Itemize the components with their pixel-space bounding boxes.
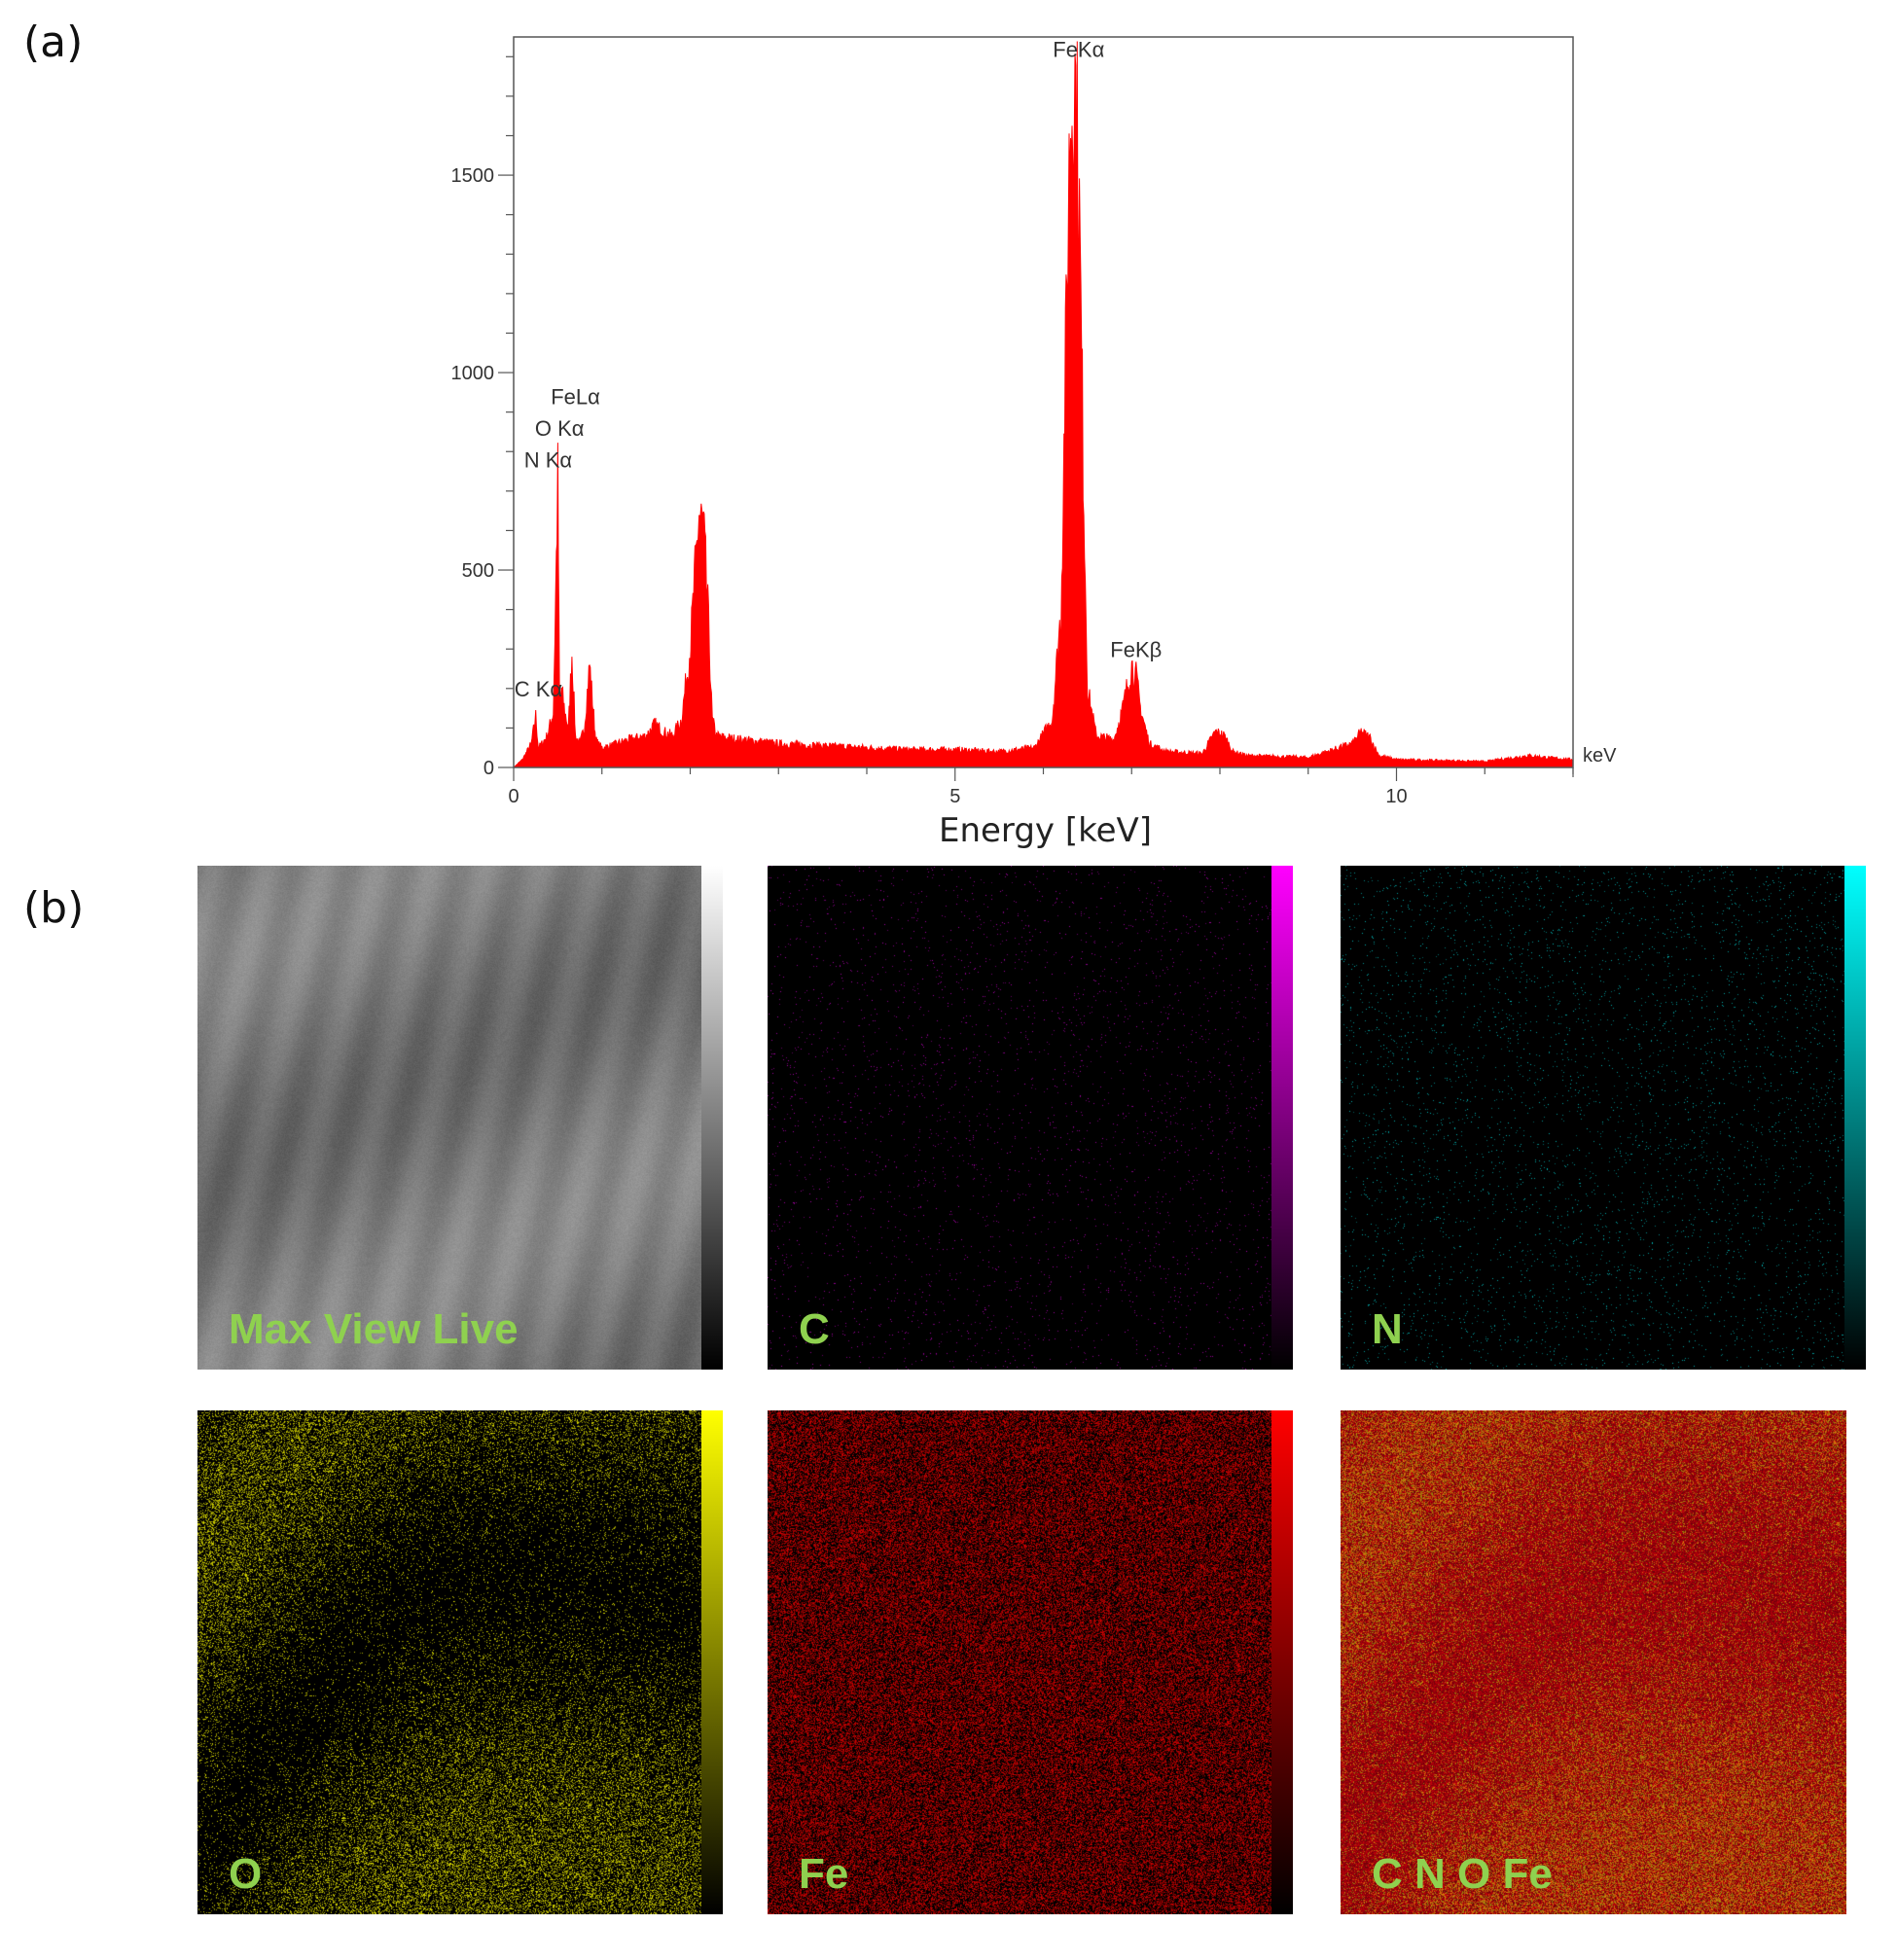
map-carbon: C [768,866,1293,1370]
panel-label-a: (a) [23,18,84,67]
peak-annotation: FeKα [1053,37,1104,61]
map-nitrogen: N [1341,866,1866,1370]
colorbar-oxygen [701,1410,723,1914]
map-overlay: C N O Fe [1341,1410,1846,1914]
x-tick-label: 5 [949,786,960,807]
x-unit-label: keV [1583,745,1617,766]
map-label-overlay: C N O Fe [1372,1850,1553,1898]
colorbar-carbon [1271,866,1293,1370]
plot-frame [513,36,1574,768]
map-label-carbon: C [799,1305,830,1353]
max-view-live-image [197,866,723,1370]
y-tick-label: 1000 [451,363,495,384]
iron-map-image [768,1410,1293,1914]
map-oxygen: O [197,1410,723,1914]
oxygen-map-image [197,1410,723,1914]
map-label-oxygen: O [229,1850,263,1898]
peak-annotation: O Kα [535,416,585,441]
eds-spectrum-chart: 0 500 1000 1500 0 5 10 keV Energy [keV] FeKα FeKβ F… [451,36,1617,850]
map-label-max-view-live: Max View Live [229,1305,519,1353]
nitrogen-map-image [1341,866,1866,1370]
plot-area: 0 500 1000 1500 0 5 10 keV Energy [keV] FeKα FeKβ F… [451,36,1617,850]
colorbar-iron [1271,1410,1293,1914]
colorbar-grayscale [701,866,723,1370]
peak-annotation: FeKβ [1110,637,1162,661]
peak-annotation: FeLα [551,385,600,410]
spectrum-series-0 [512,41,1574,768]
x-tick-label: 0 [508,786,519,807]
x-axis-title: Energy [keV] [939,811,1152,850]
map-label-iron: Fe [799,1850,849,1898]
y-tick-label: 1500 [451,165,495,187]
peak-annotation: C Kα [515,677,563,701]
carbon-map-image [768,866,1293,1370]
map-max-view-live: Max View Live [197,866,723,1370]
panel-label-b: (b) [23,883,85,933]
overlay-map-image [1341,1410,1846,1914]
y-tick-label: 0 [483,758,494,779]
y-tick-label: 500 [462,560,494,582]
map-label-nitrogen: N [1372,1305,1403,1353]
x-tick-label: 10 [1385,786,1407,807]
peak-annotation: N Kα [524,448,573,473]
map-iron: Fe [768,1410,1293,1914]
colorbar-nitrogen [1844,866,1866,1370]
